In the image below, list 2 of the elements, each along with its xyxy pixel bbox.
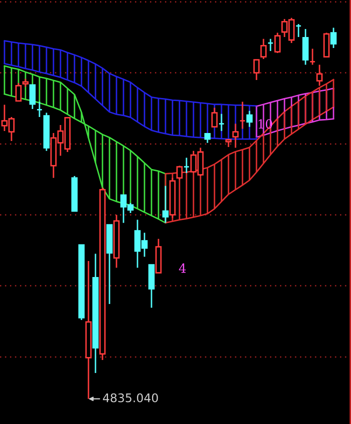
annotation: 4: [178, 263, 186, 273]
annotation: 4835.040: [102, 393, 158, 402]
